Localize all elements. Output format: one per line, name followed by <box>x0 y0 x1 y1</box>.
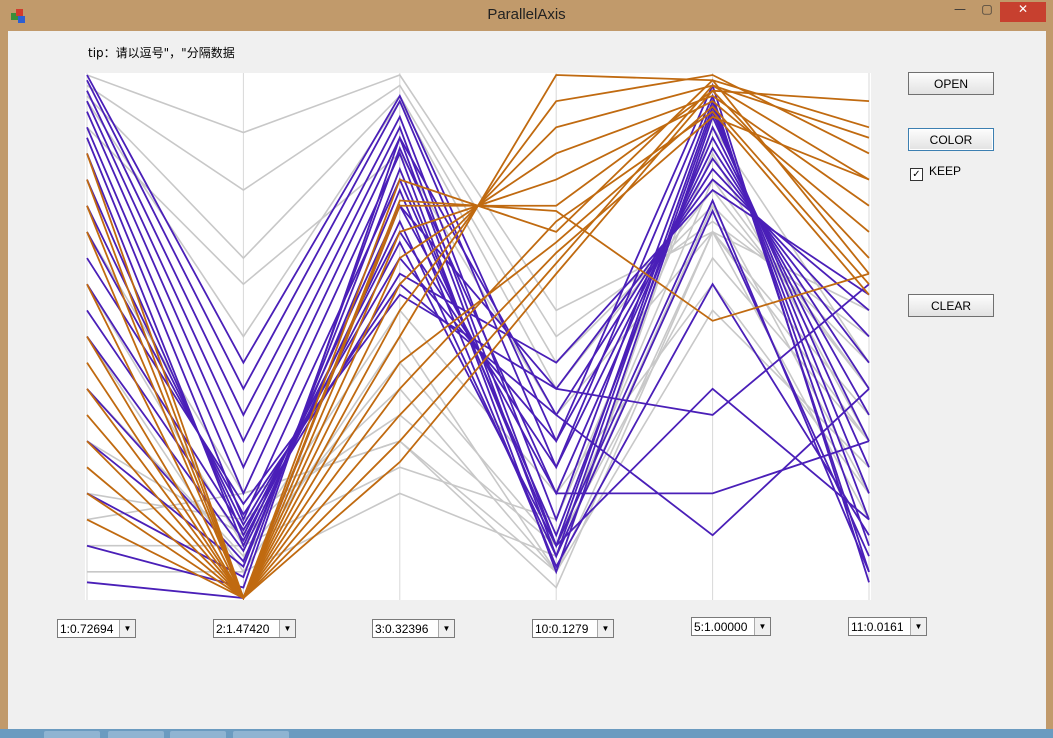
taskbar-item[interactable] <box>170 731 226 738</box>
axis-select-6[interactable]: 11:0.0161 ▼ <box>848 617 927 636</box>
taskbar-item[interactable] <box>233 731 289 738</box>
axis-select-3[interactable]: 3:0.32396 ▼ <box>372 619 455 638</box>
axis-select-4[interactable]: 10:0.1279 ▼ <box>532 619 614 638</box>
axis-select-value: 10:0.1279 <box>535 622 589 636</box>
client-area: tip：请以逗号"，"分隔数据 OPEN COLOR ✓ KEEP CLEAR 1… <box>8 31 1046 729</box>
orange-series-line-8 <box>86 105 870 600</box>
orange-series-line-10 <box>86 115 870 600</box>
orange-series-line-6 <box>86 89 870 600</box>
gray-series-line-14 <box>86 230 870 589</box>
clear-button[interactable]: CLEAR <box>908 294 994 317</box>
axis-select-value: 1:0.72694 <box>60 622 114 636</box>
taskbar <box>0 729 1053 738</box>
axis-select-value: 11:0.0161 <box>851 620 904 634</box>
orange-series-line-9 <box>86 110 870 600</box>
purple-series-line-20 <box>86 204 870 599</box>
tip-label: tip：请以逗号"，"分隔数据 <box>88 46 235 60</box>
purple-series-line-12 <box>86 178 870 506</box>
keep-checkbox[interactable]: ✓ KEEP <box>910 164 961 181</box>
keep-check-icon[interactable]: ✓ <box>910 168 923 181</box>
chevron-down-icon[interactable]: ▼ <box>597 620 613 637</box>
parallel-axis-plot[interactable] <box>85 73 871 600</box>
axis-select-value: 5:1.00000 <box>694 620 748 634</box>
purple-series-line-14 <box>86 198 870 573</box>
close-button[interactable]: ✕ <box>1000 2 1046 22</box>
purple-series-line-7 <box>86 125 870 538</box>
purple-series-line-13 <box>86 188 870 532</box>
axis-select-value: 3:0.32396 <box>375 622 429 636</box>
chevron-down-icon[interactable]: ▼ <box>119 620 135 637</box>
app-icon <box>11 9 25 23</box>
axis-select-value: 2:1.47420 <box>216 622 270 636</box>
purple-series-line-1 <box>86 74 870 583</box>
taskbar-item[interactable] <box>108 731 164 738</box>
orange-series-line-13 <box>86 199 870 600</box>
axis-select-5[interactable]: 5:1.00000 ▼ <box>691 617 771 636</box>
taskbar-item[interactable] <box>44 731 100 738</box>
gray-series-line-2 <box>86 84 870 338</box>
purple-series-line-11 <box>86 167 870 517</box>
gray-series-line-4 <box>86 99 870 391</box>
chevron-down-icon[interactable]: ▼ <box>438 620 454 637</box>
window-title: ParallelAxis <box>487 6 566 23</box>
orange-series-line-12 <box>86 89 870 600</box>
keep-label: KEEP <box>929 164 962 178</box>
maximize-button[interactable]: ▢ <box>981 2 993 16</box>
purple-series-line-6 <box>86 114 870 575</box>
color-button[interactable]: COLOR <box>908 128 994 151</box>
gray-series-line-1 <box>86 74 870 312</box>
axis-select-2[interactable]: 2:1.47420 ▼ <box>213 619 296 638</box>
title-bar[interactable]: ParallelAxis — ▢ ✕ <box>0 0 1053 31</box>
axis-select-1[interactable]: 1:0.72694 ▼ <box>57 619 136 638</box>
chevron-down-icon[interactable]: ▼ <box>279 620 295 637</box>
open-button[interactable]: OPEN <box>908 72 994 95</box>
chevron-down-icon[interactable]: ▼ <box>910 618 926 635</box>
minimize-button[interactable]: — <box>954 2 966 16</box>
purple-series-line-15 <box>86 208 870 559</box>
orange-series-line-11 <box>86 84 870 600</box>
chevron-down-icon[interactable]: ▼ <box>754 618 770 635</box>
gray-series-line-3 <box>86 94 870 364</box>
